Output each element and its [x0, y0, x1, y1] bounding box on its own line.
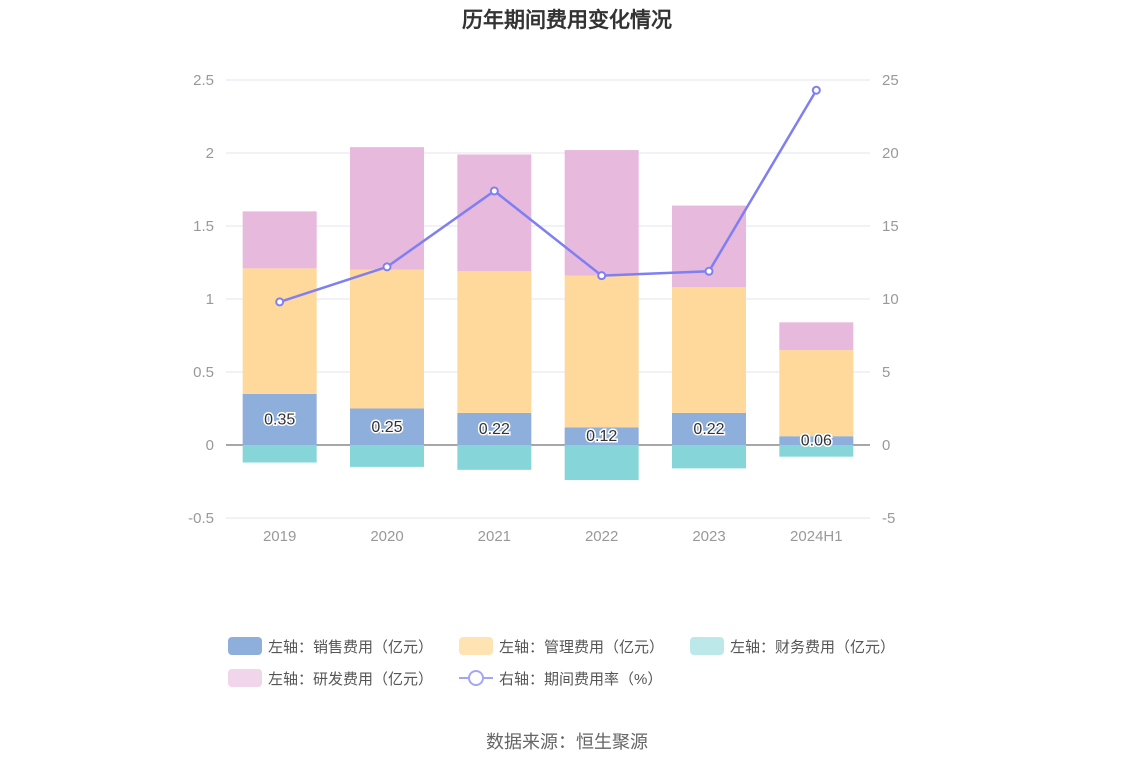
legend-label-admin: 左轴：管理费用（亿元）	[499, 638, 665, 656]
legend-item-admin[interactable]: 左轴：管理费用（亿元）	[459, 636, 664, 657]
legend-item-rnd[interactable]: 左轴：研发费用（亿元）	[228, 668, 433, 689]
data-label: 0.12	[586, 428, 617, 445]
bar-sales	[672, 412, 746, 445]
bar-sales	[242, 393, 317, 445]
left-tick-label: 2	[206, 145, 214, 162]
legend-label-sales: 左轴：销售费用（亿元）	[268, 638, 434, 656]
left-tick-label: 1	[206, 291, 214, 308]
right-tick-label: 0	[882, 437, 890, 454]
bar-sales	[779, 436, 854, 445]
bar-admin	[779, 350, 854, 437]
left-tick-label: 2.5	[193, 72, 214, 89]
legend-label-rnd: 左轴：研发费用（亿元）	[268, 670, 434, 688]
bar-finance	[672, 445, 746, 469]
legend-row: 左轴：研发费用（亿元） 右轴：期间费用率（%）	[228, 662, 928, 694]
data-label: 0.06	[801, 433, 832, 450]
bar-finance	[457, 445, 532, 470]
bar-admin	[350, 269, 424, 409]
right-axis: -5 0 5 10 15 20 25	[882, 72, 899, 527]
legend: 左轴：销售费用（亿元） 左轴：管理费用（亿元） 左轴：财务费用（亿元） 左轴：研…	[228, 630, 928, 694]
legend-swatch-rate	[459, 669, 494, 687]
legend-swatch-rnd	[228, 669, 262, 687]
x-tick-label: 2023	[692, 528, 725, 545]
line-series-group	[275, 85, 821, 307]
legend-swatch-finance	[690, 637, 725, 655]
legend-item-rate[interactable]: 右轴：期间费用率（%）	[459, 668, 662, 689]
data-label: 0.22	[479, 421, 510, 438]
legend-item-sales[interactable]: 左轴：销售费用（亿元）	[228, 636, 433, 657]
x-tick-label: 2022	[585, 528, 618, 545]
bar-group	[242, 147, 854, 481]
bar-rnd	[350, 147, 424, 270]
right-tick-label: 15	[882, 218, 899, 235]
bar-admin	[564, 275, 639, 428]
x-axis: 2019 2020 2021 2022 2023 2024H1	[263, 528, 843, 545]
x-tick-label: 2020	[370, 528, 403, 545]
bar-finance	[779, 445, 854, 457]
data-label: 0.35	[264, 411, 295, 428]
bar-finance	[242, 445, 317, 463]
data-labels: 0.35 0.25 0.22 0.12 0.22 0.06	[263, 410, 834, 451]
right-tick-label: 25	[882, 72, 899, 89]
data-label: 0.25	[371, 419, 402, 436]
right-tick-label: -5	[882, 510, 895, 527]
right-tick-label: 5	[882, 364, 890, 381]
line-point	[489, 186, 499, 196]
left-axis: -0.5 0 0.5 1 1.5 2 2.5	[188, 72, 214, 527]
legend-row: 左轴：销售费用（亿元） 左轴：管理费用（亿元） 左轴：财务费用（亿元）	[228, 630, 928, 662]
line-point	[382, 262, 392, 272]
left-tick-label: -0.5	[188, 510, 214, 527]
data-label: 0.22	[693, 421, 724, 438]
bar-sales	[350, 408, 424, 445]
line-point	[704, 266, 714, 276]
left-tick-label: 0.5	[193, 364, 214, 381]
line-point	[275, 297, 285, 307]
legend-label-finance: 左轴：财务费用（亿元）	[730, 638, 896, 656]
legend-label-rate: 右轴：期间费用率（%）	[499, 670, 663, 688]
legend-swatch-admin	[459, 637, 494, 655]
x-tick-label: 2019	[263, 528, 296, 545]
left-tick-label: 0	[206, 437, 214, 454]
bar-rnd	[779, 322, 854, 351]
left-tick-label: 1.5	[193, 218, 214, 235]
bar-sales	[564, 427, 639, 445]
bar-finance	[564, 445, 639, 481]
grid-lines	[226, 79, 870, 519]
bar-admin	[672, 287, 746, 413]
line-point	[597, 271, 607, 281]
bar-admin	[242, 268, 317, 394]
x-tick-label: 2024H1	[790, 528, 843, 545]
legend-swatch-sales	[228, 637, 262, 655]
line-series	[279, 89, 818, 304]
x-tick-label: 2021	[478, 528, 511, 545]
bar-rnd	[564, 150, 639, 276]
right-tick-label: 20	[882, 145, 899, 162]
bar-rnd	[457, 154, 532, 272]
chart-title: 历年期间费用变化情况	[462, 9, 672, 32]
data-source: 数据来源：恒生聚源	[486, 732, 648, 752]
legend-item-finance[interactable]: 左轴：财务费用（亿元）	[690, 636, 895, 657]
bar-rnd	[242, 211, 317, 269]
right-tick-label: 10	[882, 291, 899, 308]
line-point	[811, 85, 821, 95]
bar-admin	[457, 271, 532, 413]
bar-finance	[350, 445, 424, 467]
bar-sales	[457, 412, 532, 445]
